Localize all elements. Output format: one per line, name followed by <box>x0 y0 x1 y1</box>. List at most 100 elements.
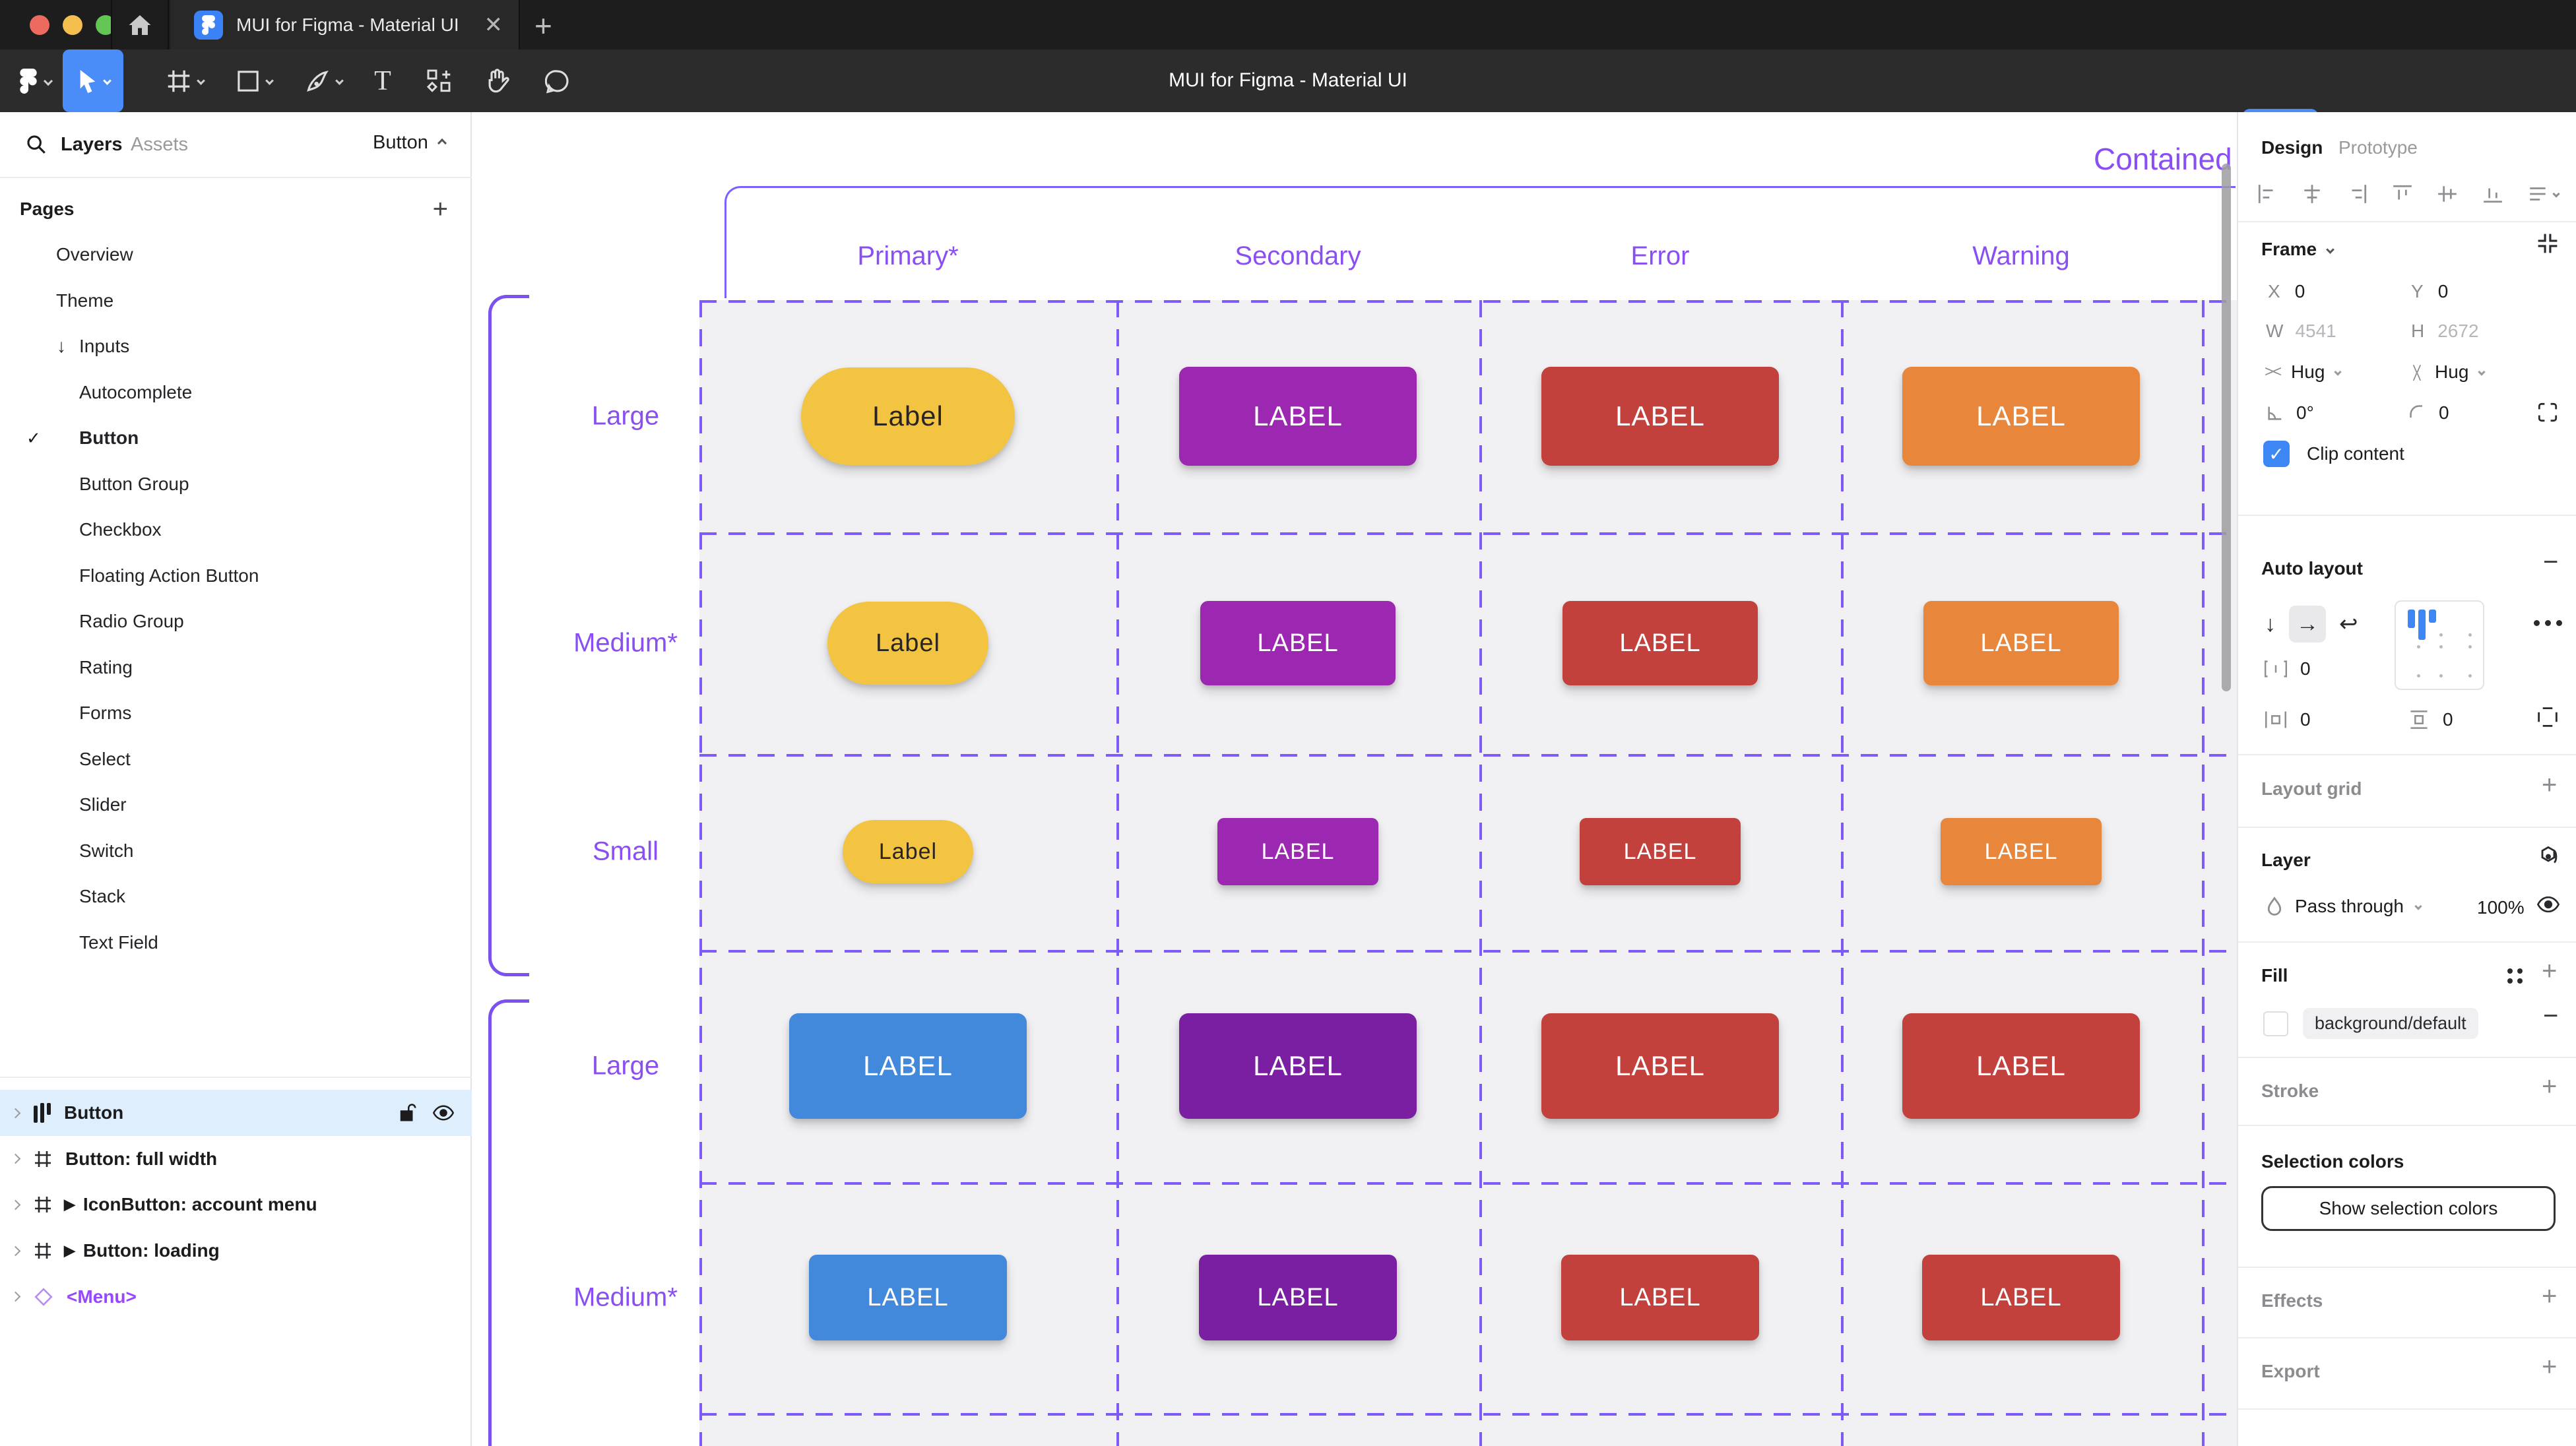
align-h-center-icon[interactable] <box>2302 183 2323 204</box>
canvas-button[interactable]: LABEL <box>1561 1255 1759 1340</box>
canvas-button[interactable]: Label <box>827 602 988 685</box>
canvas-button[interactable]: LABEL <box>1902 1013 2140 1119</box>
fill-row[interactable]: background/default <box>2263 1008 2478 1039</box>
width-field[interactable]: W 4541 <box>2266 321 2336 342</box>
canvas-button[interactable]: LABEL <box>1541 367 1779 466</box>
canvas-button[interactable]: LABEL <box>1923 601 2119 685</box>
chevron-right-icon[interactable] <box>10 1153 21 1164</box>
pen-tool-button[interactable] <box>287 49 360 112</box>
add-stroke-button[interactable]: + <box>2542 1072 2558 1101</box>
align-v-center-icon[interactable] <box>2437 183 2458 204</box>
chevron-right-icon[interactable] <box>10 1199 21 1210</box>
visibility-eye-icon[interactable] <box>2536 895 2560 914</box>
canvas-button[interactable]: LABEL <box>1200 601 1396 685</box>
move-tool-button[interactable] <box>63 49 123 112</box>
blend-mode-icon[interactable] <box>2536 843 2560 867</box>
item-spacing-field[interactable]: 0 <box>2265 658 2311 679</box>
search-icon[interactable] <box>25 133 48 156</box>
add-export-button[interactable]: + <box>2542 1352 2558 1381</box>
distribute-menu[interactable] <box>2527 183 2560 204</box>
home-tab-button[interactable] <box>111 0 169 49</box>
sidebar-page-switch[interactable]: Switch <box>0 828 472 874</box>
fill-token-chip[interactable]: background/default <box>2303 1008 2478 1039</box>
frame-section-header[interactable]: Frame <box>2261 239 2334 260</box>
sidebar-page-select[interactable]: Select <box>0 736 472 782</box>
sidebar-page-overview[interactable]: Overview <box>0 232 472 278</box>
eye-icon[interactable] <box>432 1104 455 1122</box>
main-menu-button[interactable] <box>9 49 62 112</box>
opacity-value[interactable]: 100% <box>2477 897 2525 918</box>
clip-content-row[interactable]: ✓ Clip content <box>2263 441 2404 467</box>
remove-fill-button[interactable]: − <box>2543 1001 2559 1030</box>
alignment-dot[interactable] <box>2417 645 2420 648</box>
auto-layout-more-button[interactable] <box>2534 620 2562 626</box>
alignment-dot[interactable] <box>2468 633 2472 637</box>
sidebar-page-forms[interactable]: Forms <box>0 690 472 736</box>
sidebar-page-theme[interactable]: Theme <box>0 278 472 324</box>
tab-close-icon[interactable]: ✕ <box>484 12 503 38</box>
fill-color-swatch[interactable] <box>2263 1011 2288 1036</box>
direction-down-button[interactable]: ↓ <box>2265 611 2276 637</box>
resources-tool-button[interactable] <box>409 49 468 112</box>
canvas-button[interactable]: LABEL <box>1562 601 1758 685</box>
shape-tool-button[interactable] <box>218 49 290 112</box>
sidebar-page-slider[interactable]: Slider <box>0 782 472 828</box>
alignment-dot[interactable] <box>2439 633 2443 637</box>
canvas-button[interactable]: Label <box>801 367 1015 465</box>
corner-radius-field[interactable]: 0 <box>2408 402 2449 424</box>
layer-row-button-loading[interactable]: ▶ Button: loading <box>0 1228 472 1274</box>
sidebar-page-button-group[interactable]: Button Group <box>0 461 472 507</box>
tab-prototype[interactable]: Prototype <box>2338 137 2418 158</box>
canvas-button[interactable]: LABEL <box>1541 1013 1779 1119</box>
alignment-dot[interactable] <box>2439 645 2443 648</box>
file-tab[interactable]: MUI for Figma - Material UI ✕ <box>170 0 520 49</box>
shrink-icon[interactable] <box>2536 232 2559 255</box>
canvas-button[interactable]: LABEL <box>1922 1255 2120 1340</box>
canvas-button[interactable]: LABEL <box>1199 1255 1397 1340</box>
blend-mode-select[interactable]: Pass through <box>2266 896 2422 917</box>
alignment-dot[interactable] <box>2468 645 2472 648</box>
horizontal-sizing-select[interactable]: >< Hug <box>2265 362 2342 383</box>
show-selection-colors-button[interactable]: Show selection colors <box>2261 1186 2556 1231</box>
clip-content-checkbox[interactable]: ✓ <box>2263 441 2290 467</box>
align-right-icon[interactable] <box>2347 183 2368 204</box>
layer-row--menu-[interactable]: <Menu> <box>0 1274 472 1320</box>
comment-tool-button[interactable] <box>528 49 587 112</box>
height-field[interactable]: H 2672 <box>2411 321 2479 342</box>
horizontal-padding-field[interactable]: 0 <box>2265 709 2311 730</box>
alignment-dot[interactable] <box>2439 674 2443 677</box>
canvas[interactable]: Contained Primary* Secondary Error Warning La… <box>472 112 2237 1446</box>
auto-layout-alignment-box[interactable] <box>2395 600 2484 690</box>
layer-row-button[interactable]: Button <box>0 1090 472 1136</box>
canvas-button[interactable]: LABEL <box>809 1255 1007 1340</box>
independent-corners-icon[interactable] <box>2538 402 2558 422</box>
remove-auto-layout-button[interactable]: − <box>2543 548 2559 577</box>
independent-padding-icon[interactable] <box>2536 706 2559 728</box>
alignment-dot[interactable] <box>2468 674 2472 677</box>
tab-layers[interactable]: Layers <box>61 134 123 155</box>
layer-row-iconbutton-account-menu[interactable]: ▶ IconButton: account menu <box>0 1181 472 1228</box>
unlocked-icon[interactable] <box>399 1103 416 1123</box>
vertical-padding-field[interactable]: 0 <box>2408 709 2453 730</box>
add-layout-grid-button[interactable]: + <box>2542 770 2558 800</box>
chevron-right-icon[interactable] <box>10 1292 21 1302</box>
window-close-button[interactable] <box>30 15 49 35</box>
hand-tool-button[interactable] <box>468 49 528 112</box>
align-top-icon[interactable] <box>2392 183 2413 204</box>
sidebar-page-text-field[interactable]: Text Field <box>0 920 472 966</box>
sidebar-page-checkbox[interactable]: Checkbox <box>0 507 472 553</box>
layer-row-button-full-width[interactable]: Button: full width <box>0 1136 472 1182</box>
text-tool-button[interactable]: T <box>356 49 409 112</box>
chevron-right-icon[interactable] <box>10 1245 21 1256</box>
canvas-button[interactable]: LABEL <box>1179 1013 1417 1119</box>
add-page-button[interactable]: + <box>432 194 448 224</box>
tab-assets[interactable]: Assets <box>131 134 189 155</box>
canvas-button[interactable]: LABEL <box>1902 367 2140 466</box>
canvas-button[interactable]: LABEL <box>1941 818 2102 885</box>
sidebar-page-floating-action-button[interactable]: Floating Action Button <box>0 553 472 599</box>
direction-wrap-button[interactable]: ↩ <box>2339 612 2358 637</box>
sidebar-page-rating[interactable]: Rating <box>0 644 472 691</box>
add-effect-button[interactable]: + <box>2542 1282 2558 1311</box>
vertical-sizing-select[interactable]: >< Hug <box>2408 362 2486 383</box>
